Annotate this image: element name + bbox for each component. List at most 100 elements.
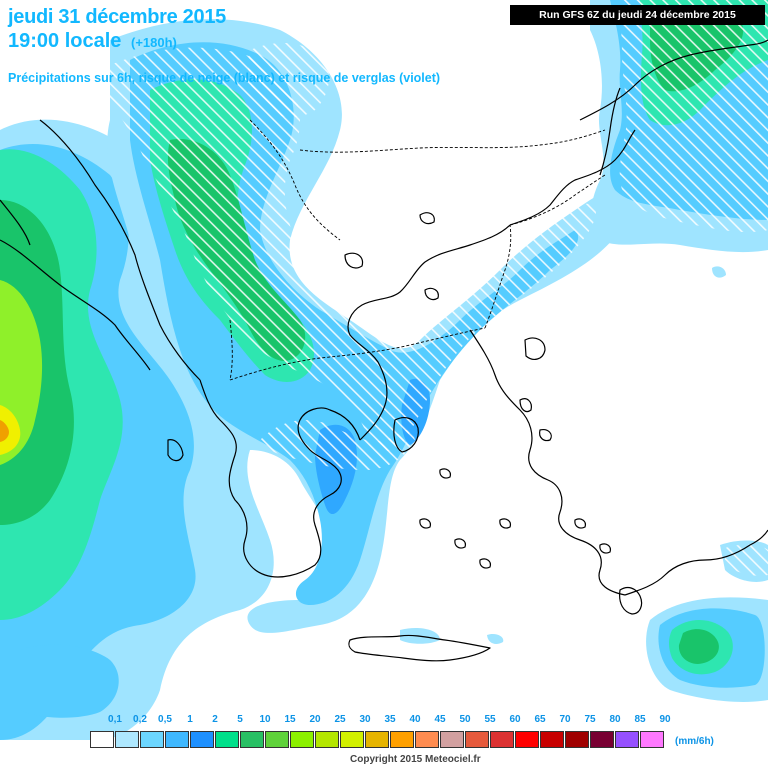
legend-tick-label: 20 bbox=[309, 714, 321, 725]
forecast-local-time: 19:00 locale bbox=[8, 30, 122, 52]
legend-swatch bbox=[490, 731, 514, 748]
coast-greece-east bbox=[347, 224, 511, 441]
coast-lake-2 bbox=[344, 252, 364, 269]
color-scale-legend: 0,1 0,2 0,5 1 2 5 10 15 20 25 30 35 40 45 50 55 60 65 70 75… bbox=[90, 714, 730, 768]
coast-samos bbox=[539, 429, 552, 442]
coast-italy-heel bbox=[0, 199, 31, 246]
coast-thasos bbox=[424, 287, 439, 301]
border-greece-turkey bbox=[484, 224, 512, 329]
border-greece-north bbox=[229, 327, 486, 381]
coast-cyclades-2 bbox=[454, 538, 466, 549]
snow-hatch-balkans bbox=[100, 47, 596, 451]
precip-light-blue-dot-2 bbox=[712, 266, 726, 278]
coast-sporades bbox=[439, 468, 451, 479]
legend-swatches bbox=[90, 731, 665, 749]
coast-rhodes bbox=[619, 586, 643, 615]
legend-tick-label: 50 bbox=[459, 714, 471, 725]
legend-swatch bbox=[140, 731, 164, 748]
legend-swatch bbox=[240, 731, 264, 748]
coast-cyclades-4 bbox=[499, 518, 511, 529]
border-serbia-bulgaria bbox=[249, 119, 341, 241]
precip-green-se bbox=[678, 629, 719, 664]
legend-swatch bbox=[190, 731, 214, 748]
legend-swatch bbox=[640, 731, 664, 748]
coast-bulgaria-black-sea bbox=[599, 87, 621, 176]
legend-tick-label: 2 bbox=[212, 714, 218, 725]
legend-unit: (mm/6h) bbox=[675, 736, 714, 747]
legend-swatch bbox=[215, 731, 239, 748]
legend-tick-label: 25 bbox=[334, 714, 346, 725]
legend-tick-label: 0,1 bbox=[108, 714, 122, 725]
coastlines-and-borders bbox=[0, 39, 768, 662]
legend-tick-label: 55 bbox=[484, 714, 496, 725]
border-albania-macedonia bbox=[229, 319, 233, 381]
snow-risk-hatching bbox=[100, 0, 768, 576]
coast-chios bbox=[519, 398, 532, 413]
legend-tick-label: 40 bbox=[409, 714, 421, 725]
coast-turkey-aegean bbox=[469, 329, 626, 596]
legend-tick-labels: 0,1 0,2 0,5 1 2 5 10 15 20 25 30 35 40 45 50 55 60 65 70 75… bbox=[90, 714, 680, 728]
coast-albania-greece-west bbox=[199, 379, 361, 578]
precip-orange-core bbox=[0, 420, 9, 442]
legend-tick-label: 15 bbox=[284, 714, 296, 725]
coast-thrace-marmara bbox=[509, 129, 636, 226]
legend-swatch bbox=[565, 731, 589, 748]
legend-tick-label: 60 bbox=[509, 714, 521, 725]
precip-sky-sw bbox=[20, 644, 119, 718]
coast-dodecanese-1 bbox=[574, 518, 586, 529]
legend-tick-label: 30 bbox=[359, 714, 371, 725]
legend-swatch bbox=[115, 731, 139, 748]
legend-tick-label: 75 bbox=[584, 714, 596, 725]
legend-tick-label: 65 bbox=[534, 714, 546, 725]
legend-tick-label: 0,2 bbox=[133, 714, 147, 725]
legend-tick-label: 10 bbox=[259, 714, 271, 725]
legend-swatch bbox=[515, 731, 539, 748]
legend-swatch bbox=[90, 731, 114, 748]
legend-swatch bbox=[340, 731, 364, 748]
legend-swatch bbox=[165, 731, 189, 748]
legend-swatch bbox=[290, 731, 314, 748]
model-run-banner: Run GFS 6Z du jeudi 24 décembre 2015 bbox=[510, 5, 765, 25]
border-bulgaria-romania bbox=[299, 129, 606, 153]
legend-swatch bbox=[590, 731, 614, 748]
legend-tick-label: 0,5 bbox=[158, 714, 172, 725]
forecast-step: (+180h) bbox=[130, 35, 177, 50]
legend-swatch bbox=[265, 731, 289, 748]
legend-tick-label: 5 bbox=[237, 714, 243, 725]
legend-tick-label: 90 bbox=[659, 714, 671, 725]
legend-swatch bbox=[365, 731, 389, 748]
coast-dodecanese-2 bbox=[599, 543, 611, 554]
coast-adriatic-east bbox=[39, 119, 201, 381]
coast-lesbos bbox=[524, 337, 546, 360]
legend-tick-label: 80 bbox=[609, 714, 621, 725]
copyright-notice: Copyright 2015 Meteociel.fr bbox=[350, 754, 481, 765]
legend-swatch bbox=[415, 731, 439, 748]
snow-hatch-north bbox=[248, 43, 330, 118]
precip-light-blue-dot bbox=[487, 633, 504, 644]
national-borders bbox=[229, 119, 606, 381]
legend-tick-label: 70 bbox=[559, 714, 571, 725]
forecast-time: 19:00 locale (+180h) bbox=[8, 30, 177, 53]
coast-corfu bbox=[167, 439, 184, 462]
legend-swatch bbox=[540, 731, 564, 748]
precip-field-southeast bbox=[400, 266, 768, 702]
coast-turkey-south bbox=[624, 529, 768, 596]
legend-swatch bbox=[615, 731, 639, 748]
legend-tick-label: 1 bbox=[187, 714, 193, 725]
forecast-date: jeudi 31 décembre 2015 bbox=[8, 6, 226, 28]
coast-italy-east bbox=[0, 239, 151, 371]
map-subtitle: Précipitations sur 6h, risque de neige (… bbox=[8, 71, 441, 85]
coast-crete bbox=[348, 634, 491, 662]
legend-tick-label: 35 bbox=[384, 714, 396, 725]
coast-cyclades-3 bbox=[479, 558, 491, 569]
legend-tick-label: 85 bbox=[634, 714, 646, 725]
snow-hatch-ne bbox=[619, 0, 768, 233]
legend-swatch bbox=[465, 731, 489, 748]
coast-lake-1 bbox=[419, 212, 435, 225]
border-turkey-bulgaria bbox=[509, 174, 606, 226]
legend-tick-label: 45 bbox=[434, 714, 446, 725]
legend-swatch bbox=[440, 731, 464, 748]
legend-swatch bbox=[315, 731, 339, 748]
